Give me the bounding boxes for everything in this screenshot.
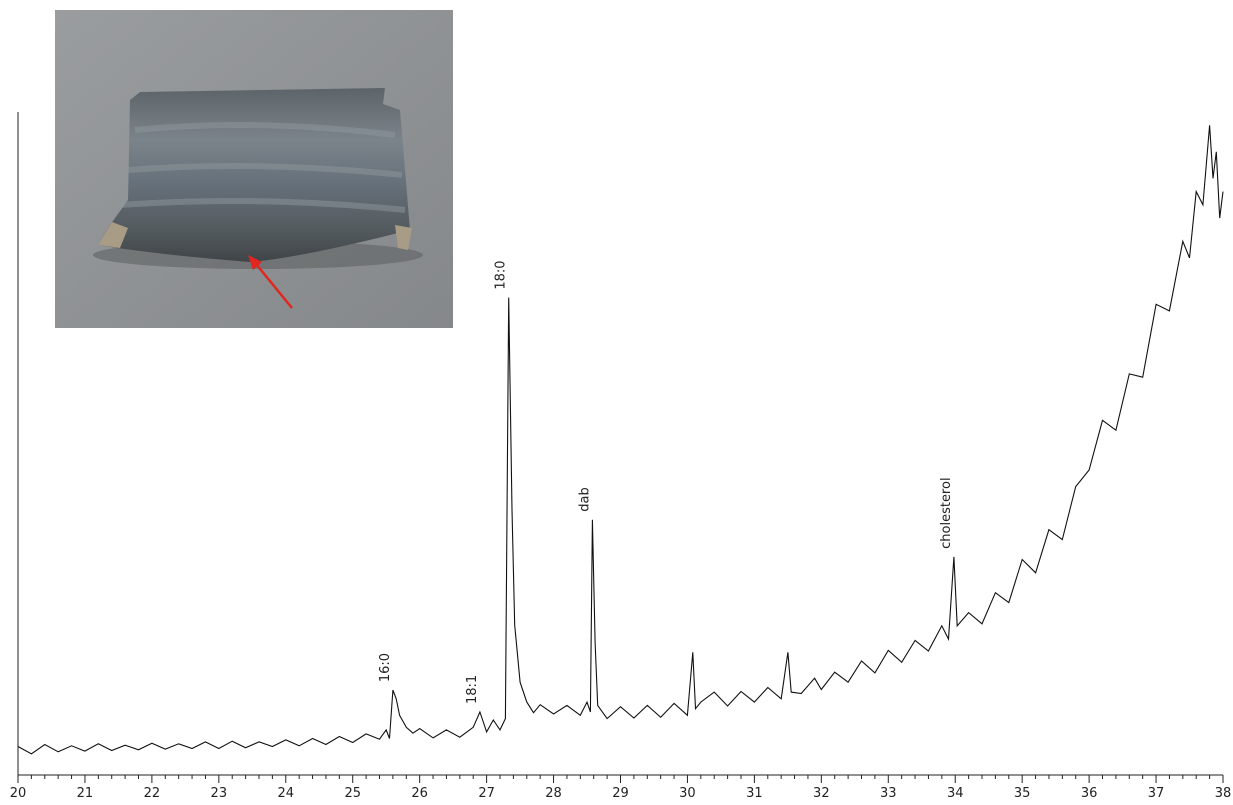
x-tick-label: 28 [545,786,562,801]
x-tick-label: 34 [947,786,964,801]
trace [17,125,1224,755]
peak-label: 16:0 [378,653,393,682]
x-tick-label: 35 [1014,786,1031,801]
x-tick-label: 29 [612,786,629,801]
x-tick-label: 22 [144,786,161,801]
peak-label: 18:0 [494,260,509,289]
x-tick-label: 36 [1081,786,1098,801]
x-tick-label: 21 [77,786,94,801]
x-tick-label: 27 [478,786,495,801]
x-tick-label: 20 [10,786,27,801]
x-tick-label: 23 [211,786,228,801]
x-tick-label: 37 [1148,786,1165,801]
x-tick-label: 38 [1215,786,1232,801]
inset-photo [55,10,453,328]
x-tick-label: 33 [880,786,897,801]
x-tick-label: 25 [344,786,361,801]
x-tick-label: 26 [411,786,428,801]
peak-label: cholesterol [939,477,954,548]
x-tick-label: 24 [278,786,295,801]
peak-label: 18:1 [465,675,480,704]
x-tick-label: 30 [679,786,696,801]
x-tick-label: 32 [813,786,830,801]
peak-label: dab [577,487,592,511]
x-tick-label: 31 [746,786,763,801]
